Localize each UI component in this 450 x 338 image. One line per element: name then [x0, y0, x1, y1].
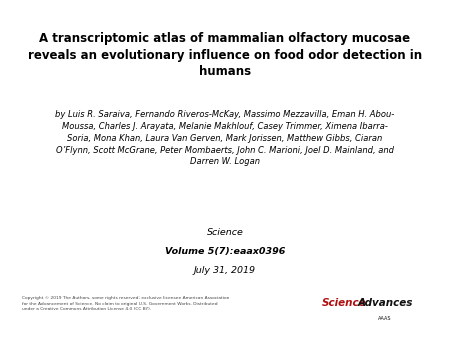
Text: July 31, 2019: July 31, 2019: [194, 266, 256, 275]
Text: Copyright © 2019 The Authors, some rights reserved; exclusive licensee American : Copyright © 2019 The Authors, some right…: [22, 296, 230, 311]
Text: by Luis R. Saraiva, Fernando Riveros-McKay, Massimo Mezzavilla, Eman H. Abou-
Mo: by Luis R. Saraiva, Fernando Riveros-McK…: [55, 110, 395, 166]
Text: A transcriptomic atlas of mammalian olfactory mucosae
reveals an evolutionary in: A transcriptomic atlas of mammalian olfa…: [28, 32, 422, 78]
Text: Science: Science: [207, 228, 243, 237]
Text: Advances: Advances: [357, 298, 413, 308]
Text: Science: Science: [322, 298, 367, 308]
Text: AAAS: AAAS: [378, 316, 392, 321]
Text: Volume 5(7):eaax0396: Volume 5(7):eaax0396: [165, 247, 285, 256]
